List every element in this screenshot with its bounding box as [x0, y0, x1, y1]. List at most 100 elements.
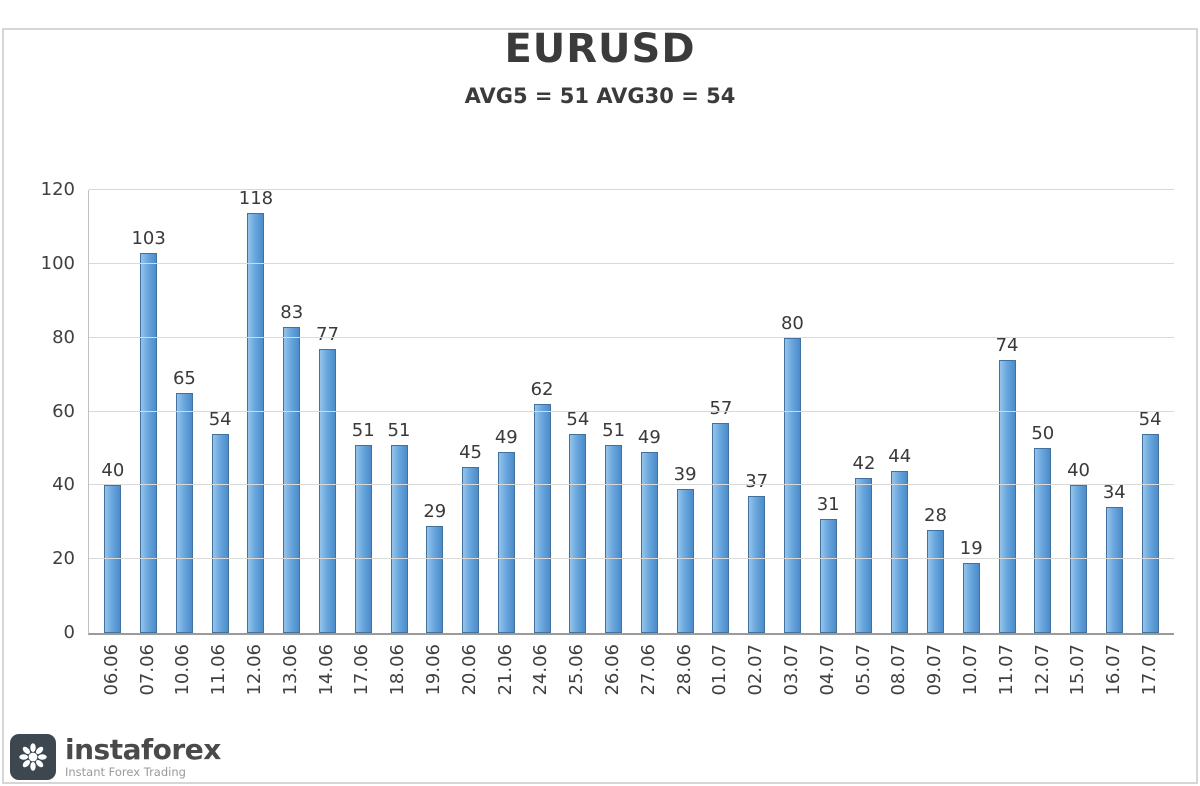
bar-value-label: 118: [238, 188, 274, 209]
bar: [354, 444, 372, 633]
bar-value-label: 83: [280, 301, 304, 323]
x-axis-tick-label: 09.07: [924, 644, 946, 696]
bar-value-label: 28: [924, 504, 947, 526]
x-axis-label-cell: 12.06: [237, 638, 273, 730]
gridline: [89, 484, 1174, 486]
brand-tagline: Instant Forex Trading: [65, 764, 186, 779]
x-axis-label-cell: 15.07: [1061, 638, 1097, 730]
gridline: [89, 410, 1174, 412]
bar: [247, 213, 265, 633]
bar-group: 31: [810, 190, 846, 633]
bar-group: 62: [524, 190, 560, 633]
bar: [748, 496, 766, 633]
x-axis-tick-label: 17.06: [351, 644, 373, 696]
y-axis-tick-label: 40: [52, 474, 75, 496]
bar: [605, 444, 623, 633]
x-axis-tick-label: 11.06: [208, 644, 230, 696]
y-axis-tick-label: 80: [52, 326, 75, 348]
x-axis-label-cell: 06.06: [94, 638, 130, 730]
bar-value-label: 54: [566, 408, 590, 430]
x-axis-label-cell: 08.07: [882, 638, 918, 730]
x-axis-label-cell: 24.06: [524, 638, 560, 730]
bar-group: 39: [667, 190, 703, 633]
x-axis-label-cell: 17.06: [345, 638, 381, 730]
bar-group: 57: [703, 190, 739, 633]
bar-group: 37: [739, 190, 775, 633]
bar-group: 54: [202, 190, 238, 633]
bar-group: 54: [560, 190, 596, 633]
chart-subtitle: AVG5 = 51 AVG30 = 54: [464, 84, 736, 108]
x-axis-tick-label: 16.07: [1103, 644, 1125, 696]
bar-value-label: 50: [1031, 423, 1055, 445]
y-axis-tick-label: 60: [52, 400, 75, 422]
plot-area: 40 103 65 54 118 83 77 51 51 29 45 49 62 54 51 49 39 57 37…: [41, 181, 1174, 642]
x-axis-label-cell: 01.07: [703, 638, 739, 730]
x-axis-tick-label: 19.06: [423, 644, 445, 696]
bar-value-label: 54: [1138, 408, 1162, 430]
bar-value-label: 62: [530, 379, 554, 401]
x-axis-tick-label: 10.07: [960, 644, 982, 696]
bar: [926, 529, 944, 633]
bar-value-label: 49: [494, 427, 518, 449]
y-axis-tick-label: 100: [40, 252, 75, 274]
bar-group: 118: [238, 190, 274, 633]
x-axis-label-cell: 11.06: [201, 638, 237, 730]
bar-value-label: 31: [816, 493, 840, 515]
gridline: [89, 189, 1174, 190]
y-axis-tick-label: 0: [63, 622, 75, 643]
x-axis-label-cell: 12.07: [1025, 638, 1061, 730]
bar: [426, 525, 444, 633]
x-axis-label-cell: 04.07: [810, 638, 846, 730]
y-axis-tick-label: 120: [40, 179, 75, 200]
bar: [140, 252, 158, 633]
x-axis-tick-label: 28.06: [673, 644, 695, 696]
x-axis-label-cell: 25.06: [559, 638, 595, 730]
x-axis-label-cell: 03.07: [774, 638, 810, 730]
x-axis-label-cell: 13.06: [273, 638, 309, 730]
bar-group: 40: [95, 190, 131, 633]
x-axis-tick-label: 03.07: [781, 644, 803, 696]
x-axis-tick-label: 20.06: [458, 644, 480, 696]
bar: [497, 452, 515, 633]
bar-group: 19: [953, 190, 989, 633]
bar-group: 103: [131, 190, 167, 633]
x-axis-tick-label: 14.06: [315, 644, 337, 696]
gridline: [89, 262, 1174, 264]
bar-value-label: 39: [673, 464, 697, 486]
x-axis-tick-label: 24.06: [530, 644, 552, 696]
gridline: [89, 558, 1174, 560]
x-axis-tick-label: 25.06: [566, 644, 588, 696]
bar: [104, 485, 122, 633]
bar-value-label: 77: [316, 323, 339, 345]
x-axis-label-cell: 21.06: [488, 638, 524, 730]
x-axis-label-cell: 14.06: [309, 638, 345, 730]
chart-title: EURUSD: [504, 26, 696, 72]
bar-value-label: 37: [745, 471, 769, 493]
x-axis-tick-label: 04.07: [816, 644, 838, 696]
bar: [819, 518, 837, 633]
bar-group: 51: [596, 190, 632, 633]
bar-group: 83: [274, 190, 310, 633]
x-axis-tick-label: 02.07: [745, 644, 767, 696]
bar: [318, 348, 336, 633]
bar-value-label: 29: [423, 500, 447, 522]
x-axis-tick-label: 06.06: [100, 644, 122, 696]
bar: [462, 466, 480, 633]
x-axis-tick-label: 18.06: [387, 644, 409, 696]
x-axis-label-cell: 10.06: [166, 638, 202, 730]
bar-group: 80: [775, 190, 811, 633]
bar-group: 42: [846, 190, 882, 633]
brand-name: instaforex: [65, 732, 221, 766]
bar: [211, 433, 229, 633]
bar-value-label: 54: [208, 408, 232, 430]
bar-group: 45: [453, 190, 489, 633]
x-axis-tick-label: 15.07: [1067, 644, 1089, 696]
x-axis-tick-label: 12.07: [1031, 644, 1053, 696]
x-axis-label-cell: 02.07: [738, 638, 774, 730]
x-axis-tick-label: 27.06: [637, 644, 659, 696]
bar-value-label: 51: [387, 419, 411, 441]
x-axis-tick-label: 05.07: [852, 644, 874, 696]
x-axis-label-cell: 10.07: [953, 638, 989, 730]
bar-value-label: 103: [131, 227, 166, 249]
x-axis-tick-label: 21.06: [494, 644, 516, 696]
